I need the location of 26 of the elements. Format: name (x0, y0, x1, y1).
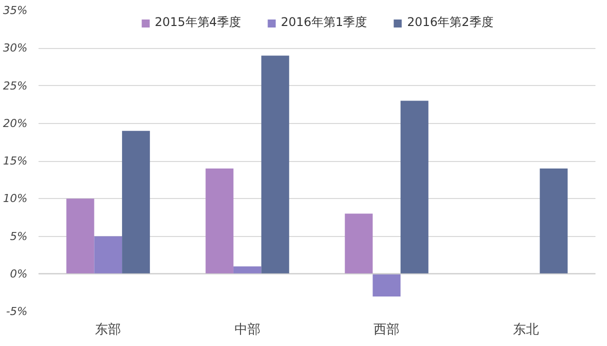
y-tick-label: 30% (3, 42, 28, 55)
y-tick-label: 0% (10, 267, 28, 280)
bar (261, 56, 290, 274)
legend-label: 2015年第4季度 (154, 14, 241, 31)
y-tick-label: 20% (3, 116, 28, 130)
bar (344, 214, 373, 274)
x-tick-label: 西部 (374, 322, 400, 338)
legend-label: 2016年第2季度 (407, 14, 494, 31)
bar (540, 168, 568, 274)
y-tick-label: 5% (10, 230, 28, 243)
bar (400, 100, 428, 274)
y-tick-label: 25% (3, 79, 28, 92)
x-tick-label: 东部 (95, 322, 122, 338)
y-tick-label: 35% (3, 4, 28, 17)
bar (66, 198, 94, 274)
y-tick-label: 15% (3, 154, 28, 168)
bar (94, 236, 122, 274)
bar (233, 266, 262, 274)
y-tick-label: -5% (6, 305, 28, 318)
bar (372, 274, 401, 296)
bar (206, 168, 234, 274)
x-tick-label: 东北 (512, 322, 539, 338)
bar (122, 130, 150, 274)
x-tick-label: 中部 (234, 322, 260, 338)
legend-label: 2016年第1季度 (280, 14, 368, 31)
y-tick-label: 10% (3, 192, 28, 206)
